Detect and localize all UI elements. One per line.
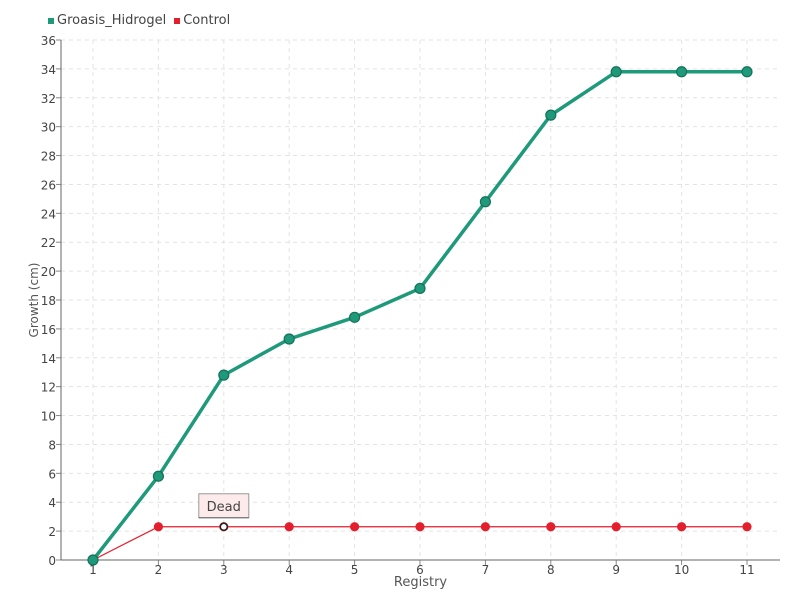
y-tick-label: 18 [41, 294, 56, 308]
data-point-control[interactable] [153, 522, 163, 532]
x-tick-label: 3 [220, 563, 228, 577]
data-point-groasis-hidrogel[interactable] [87, 554, 99, 566]
x-tick-label: 4 [285, 563, 293, 577]
series-layer [87, 66, 753, 566]
y-tick-label: 30 [41, 121, 56, 135]
series-groasis-hidrogel [87, 66, 753, 566]
x-axis-title: Registry [394, 575, 448, 590]
data-point-control[interactable] [676, 522, 687, 532]
y-tick-label: 14 [41, 352, 56, 366]
data-point-groasis-hidrogel[interactable] [675, 66, 688, 78]
x-tick-label: 8 [547, 563, 555, 577]
y-tick-label: 36 [41, 34, 56, 48]
legend-label-control: Control [183, 13, 231, 28]
data-point-groasis-hidrogel[interactable] [349, 311, 361, 323]
data-point-groasis-hidrogel[interactable] [479, 196, 491, 208]
legend-item-groasis-hidrogel[interactable]: Groasis_Hidrogel [48, 13, 166, 28]
series-control [88, 522, 752, 565]
data-point-groasis-hidrogel[interactable] [545, 109, 557, 121]
y-tick-label: 10 [41, 410, 56, 424]
legend-label-groasis-hidrogel: Groasis_Hidrogel [57, 13, 167, 28]
y-tick-label: 8 [48, 438, 56, 452]
data-point-groasis-hidrogel[interactable] [741, 66, 753, 78]
y-tick-label: 22 [41, 236, 56, 250]
data-point-control[interactable] [480, 522, 490, 532]
y-tick-label: 16 [41, 323, 56, 337]
x-tick-label: 7 [482, 563, 490, 577]
data-point-groasis-hidrogel[interactable] [152, 470, 164, 482]
annotation-layer: Dead [198, 493, 250, 532]
y-tick-label: 0 [48, 554, 56, 568]
x-tick-label: 10 [674, 563, 689, 577]
y-tick-label: 6 [48, 467, 56, 481]
gridlines [61, 39, 780, 560]
y-tick-label: 2 [48, 525, 56, 539]
x-tick-label: 6 [416, 563, 424, 577]
annotation-label: Dead [207, 500, 241, 515]
x-tick-label: 11 [739, 563, 754, 577]
x-tick-label: 9 [612, 563, 620, 577]
legend: Groasis_Hidrogel Control [48, 13, 230, 28]
y-tick-label: 4 [48, 496, 56, 510]
annotation-box [198, 493, 250, 519]
y-axis-title: Growth (cm) [27, 263, 41, 338]
y-tick-label: 34 [41, 63, 56, 77]
legend-swatch-groasis-hidrogel [48, 17, 54, 24]
data-point-groasis-hidrogel[interactable] [283, 333, 295, 345]
legend-item-control[interactable]: Control [174, 13, 230, 28]
x-tick-label: 1 [89, 563, 97, 577]
y-tick-label: 12 [41, 381, 56, 395]
data-point-groasis-hidrogel[interactable] [414, 282, 426, 295]
data-point-control[interactable] [546, 522, 556, 532]
data-point-control[interactable] [611, 522, 621, 532]
y-tick-label: 20 [41, 265, 56, 279]
data-point-control[interactable] [350, 522, 360, 532]
x-tick-label: 2 [155, 563, 163, 577]
data-point-control[interactable] [284, 522, 294, 532]
y-tick-label: 24 [41, 207, 56, 221]
y-tick-label: 32 [41, 92, 56, 106]
y-tick-label: 26 [41, 178, 56, 192]
data-point-control[interactable] [415, 522, 425, 532]
data-point-groasis-hidrogel[interactable] [610, 66, 622, 78]
y-tick-label: 28 [41, 150, 56, 164]
legend-swatch-control [174, 17, 181, 24]
x-tick-label: 5 [351, 563, 359, 577]
annotation-callout: Dead [198, 493, 250, 519]
data-point-control[interactable] [742, 522, 752, 532]
annotation-marker [219, 522, 229, 532]
data-point-groasis-hidrogel[interactable] [218, 369, 230, 381]
